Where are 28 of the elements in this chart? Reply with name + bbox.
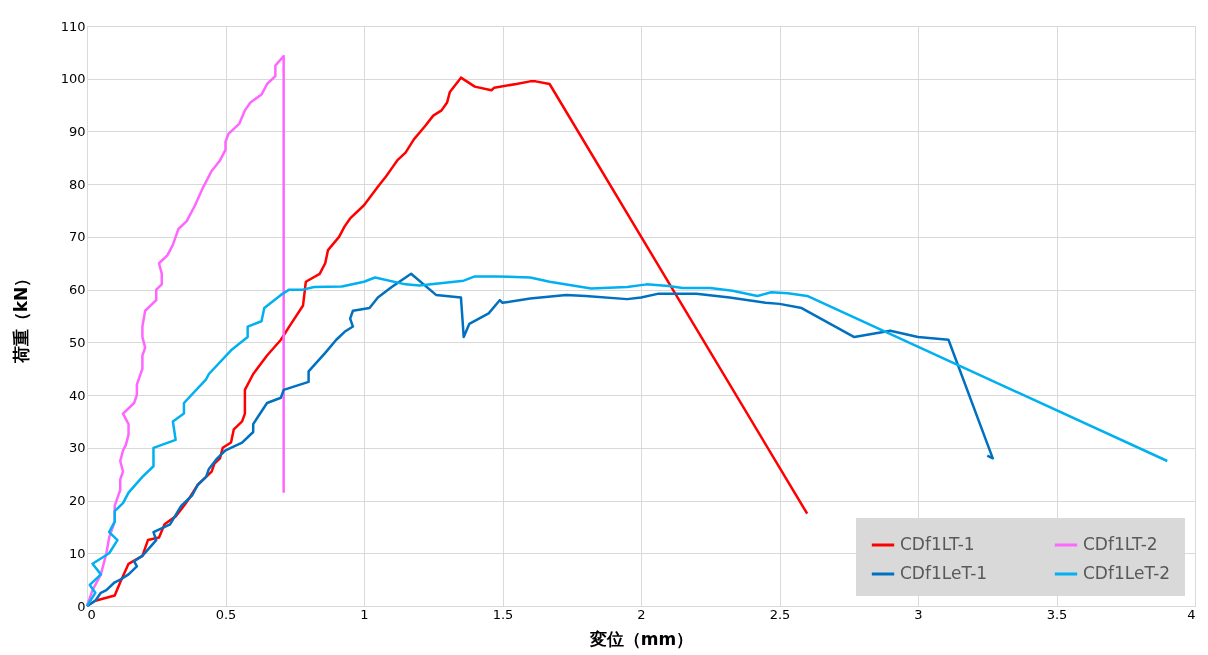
x-tick-label: 4 <box>1187 606 1196 622</box>
y-tick-label: 40 <box>68 387 86 403</box>
x-tick-label: 0 <box>87 606 96 622</box>
x-tick-label: 3.5 <box>1046 606 1068 622</box>
y-tick-label: 60 <box>68 282 86 298</box>
x-tick-label: 3 <box>914 606 923 622</box>
y-tick-label: 20 <box>68 493 86 509</box>
y-tick-label: 10 <box>68 545 86 561</box>
y-axis-title: 荷重（kN） <box>10 269 31 365</box>
legend-label: CDf1LeT-1 <box>900 563 988 583</box>
y-tick-label: 50 <box>68 334 86 350</box>
legend-label: CDf1LeT-2 <box>1083 563 1171 583</box>
x-tick-label: 0.5 <box>215 606 237 622</box>
y-tick-label: 80 <box>68 176 86 192</box>
y-tick-label: 90 <box>68 123 86 139</box>
legend-label: CDf1LT-1 <box>900 534 975 554</box>
legend-label: CDf1LT-2 <box>1083 534 1158 554</box>
line-series <box>85 275 1169 608</box>
line-series <box>85 272 995 608</box>
x-tick-label: 1.5 <box>492 606 514 622</box>
y-tick-label: 30 <box>68 440 86 456</box>
x-axis-title: 変位（mm） <box>588 628 694 649</box>
y-tick-label: 100 <box>60 71 86 87</box>
y-tick-label: 70 <box>68 229 86 245</box>
x-tick-label: 2 <box>637 606 646 622</box>
y-tick-label: 110 <box>60 18 86 34</box>
x-tick-label: 1 <box>360 606 369 622</box>
x-tick-label: 2.5 <box>769 606 791 622</box>
